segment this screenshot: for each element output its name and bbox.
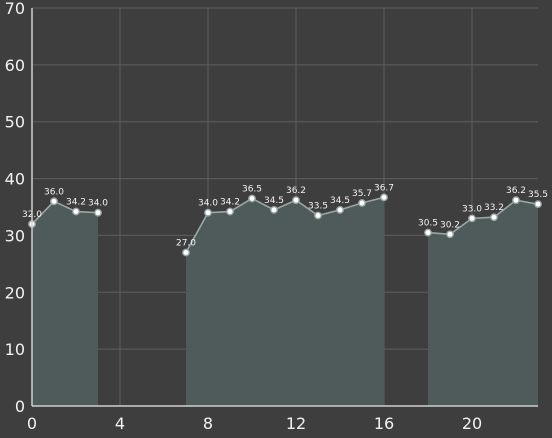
value-label: 33.2 [484,203,504,213]
y-tick-label: 60 [5,56,25,75]
y-tick-label: 70 [5,0,25,18]
data-point [226,207,234,216]
data-point [314,211,322,220]
value-label: 30.5 [418,219,438,229]
x-tick-label: 0 [27,414,37,433]
value-label: 30.2 [440,220,460,230]
data-point [380,193,388,202]
x-tick-label: 20 [462,414,482,433]
x-tick-label: 12 [286,414,306,433]
data-point [94,208,102,217]
x-tick-label: 16 [374,414,394,433]
data-point [182,248,190,257]
data-point [358,199,366,207]
data-point [490,213,498,222]
x-tick-label: 8 [203,414,213,433]
value-label: 36.2 [286,186,306,196]
area-segment-3 [428,200,538,406]
value-label: 35.7 [352,189,372,199]
series-line-1 [31,200,99,225]
data-point [248,194,256,203]
value-label: 33.5 [308,202,328,212]
value-labels: 32.036.034.234.027.034.034.236.534.536.2… [22,183,548,248]
value-label: 36.5 [242,184,262,194]
data-point [512,196,520,205]
data-point [270,205,278,214]
y-tick-label: 20 [5,283,25,302]
value-label: 34.0 [88,199,108,209]
value-label: 34.2 [220,198,240,208]
tick-labels: 0 10 20 30 40 50 60 70 0 4 8 12 16 20 [5,0,483,433]
value-label: 34.0 [198,199,218,209]
data-points [28,193,542,257]
value-label: 34.5 [264,196,284,206]
data-point [424,228,432,237]
data-point [446,230,454,239]
value-label: 36.0 [44,187,64,197]
series-line-2 [185,196,385,253]
data-point [292,196,300,205]
area-fills [32,197,538,406]
data-point [72,207,80,216]
value-label: 36.2 [506,186,526,196]
value-label: 34.5 [330,196,350,206]
area-segment-2 [186,197,384,406]
y-tick-label: 30 [5,226,25,245]
y-tick-label: 0 [15,397,25,416]
y-tick-label: 40 [5,170,25,189]
area-segment-1 [32,201,98,406]
value-label: 27.0 [176,238,196,248]
x-tick-label: 4 [115,414,125,433]
value-label: 36.7 [374,183,394,193]
value-label: 35.5 [528,190,548,200]
data-point [534,200,542,209]
y-tick-label: 10 [5,340,25,359]
data-point [50,197,58,206]
data-point [468,214,476,223]
value-label: 34.2 [66,198,86,208]
value-label: 33.0 [462,204,482,214]
axes [31,8,538,407]
y-tick-label: 50 [5,113,25,132]
data-point [204,208,212,217]
data-point [336,205,344,214]
